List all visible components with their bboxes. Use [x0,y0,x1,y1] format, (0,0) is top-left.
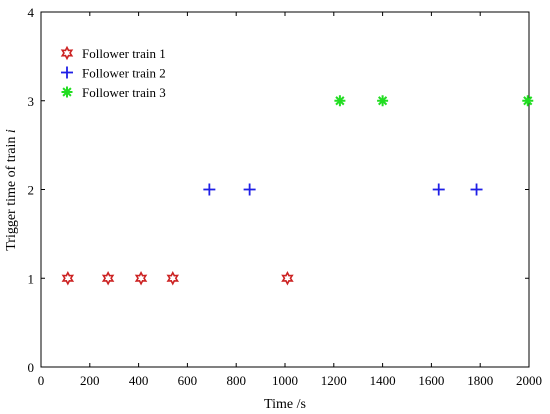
data-point-series-1 [166,271,180,286]
data-point-series-2 [243,183,256,196]
x-axis-label: Time /s [264,397,306,412]
data-point-series-2 [203,183,216,196]
x-tick-label: 1400 [370,373,396,388]
x-tick-label: 1800 [467,373,493,388]
y-tick-label: 1 [28,271,35,286]
axis-ticks: 0 200 400 600 800 1000 1200 1400 1600 1800 2000 0 1 2… [28,5,543,388]
y-axis-label: Trigger time of train i [4,129,19,251]
data-point-series-1 [281,271,294,286]
x-tick-label: 0 [38,373,45,388]
y-tick-label: 2 [28,183,35,198]
legend-marker-3 [61,86,73,98]
x-tick-label: 400 [129,373,149,388]
legend-marker-1 [60,45,74,61]
x-tick-label: 600 [178,373,198,388]
x-tick-label: 1200 [321,373,347,388]
y-tick-label: 4 [28,5,35,20]
data-point-series-1 [101,271,115,286]
x-tick-label: 200 [80,373,100,388]
plot-area [40,11,530,368]
data-point-series-3 [522,95,534,107]
data-point-series-1 [61,271,75,286]
x-tick-label: 1000 [272,373,298,388]
x-tick-label: 2000 [516,373,542,388]
data-point-series-3 [334,95,346,107]
legend-label-3: Follower train 3 [82,85,166,100]
data-point-series-1 [134,271,148,286]
legend: Follower train 1 Follower train 2 Follower… [60,45,166,100]
x-tick-label: 1600 [418,373,444,388]
data-point-series-2 [432,183,445,196]
data-point-series-3 [377,95,389,107]
legend-label-1: Follower train 1 [82,46,166,61]
legend-label-2: Follower train 2 [82,66,166,81]
y-tick-label: 0 [28,360,35,375]
data-point-series-2 [470,183,483,196]
legend-marker-2 [61,66,73,79]
y-tick-label: 3 [28,94,35,109]
data-points [61,95,534,286]
x-tick-label: 800 [226,373,246,388]
